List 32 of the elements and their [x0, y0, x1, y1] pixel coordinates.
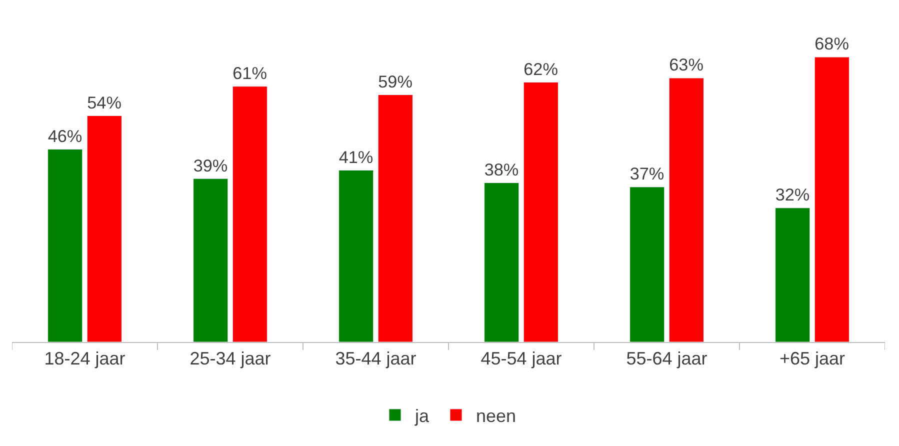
- x-tick-label: 45-54 jaar: [480, 348, 562, 369]
- bar: [523, 82, 558, 342]
- x-tick-label: 25-34 jaar: [190, 348, 271, 369]
- data-label: 62%: [524, 58, 558, 79]
- data-label: 54%: [87, 92, 122, 112]
- bar: [338, 170, 374, 342]
- legend-label: ja: [414, 406, 430, 426]
- x-tick-label: 55-64 jaar: [626, 348, 708, 369]
- bar: [232, 86, 268, 342]
- bar: [484, 182, 520, 342]
- data-label: 39%: [193, 155, 228, 176]
- data-label: 59%: [378, 71, 412, 92]
- data-label: 32%: [775, 184, 810, 205]
- data-label: 46%: [48, 126, 82, 146]
- x-tick-label: +65 jaar: [779, 348, 846, 369]
- x-tick-label: 18-24 jaar: [44, 348, 126, 369]
- bar: [814, 56, 850, 342]
- bar: [630, 186, 665, 342]
- bar: [775, 208, 810, 342]
- bar: [378, 94, 413, 342]
- data-label: 37%: [630, 164, 664, 184]
- bar: [193, 178, 228, 342]
- data-label: 68%: [814, 34, 849, 54]
- bar: [48, 148, 83, 342]
- data-label: 41%: [338, 146, 374, 167]
- x-tick-label: 35-44 jaar: [335, 348, 416, 369]
- data-label: 63%: [669, 54, 704, 75]
- legend-label: neen: [476, 406, 516, 426]
- data-label: 61%: [232, 63, 267, 84]
- data-label: 38%: [484, 159, 519, 180]
- bar: [86, 115, 122, 342]
- bar: [668, 78, 704, 342]
